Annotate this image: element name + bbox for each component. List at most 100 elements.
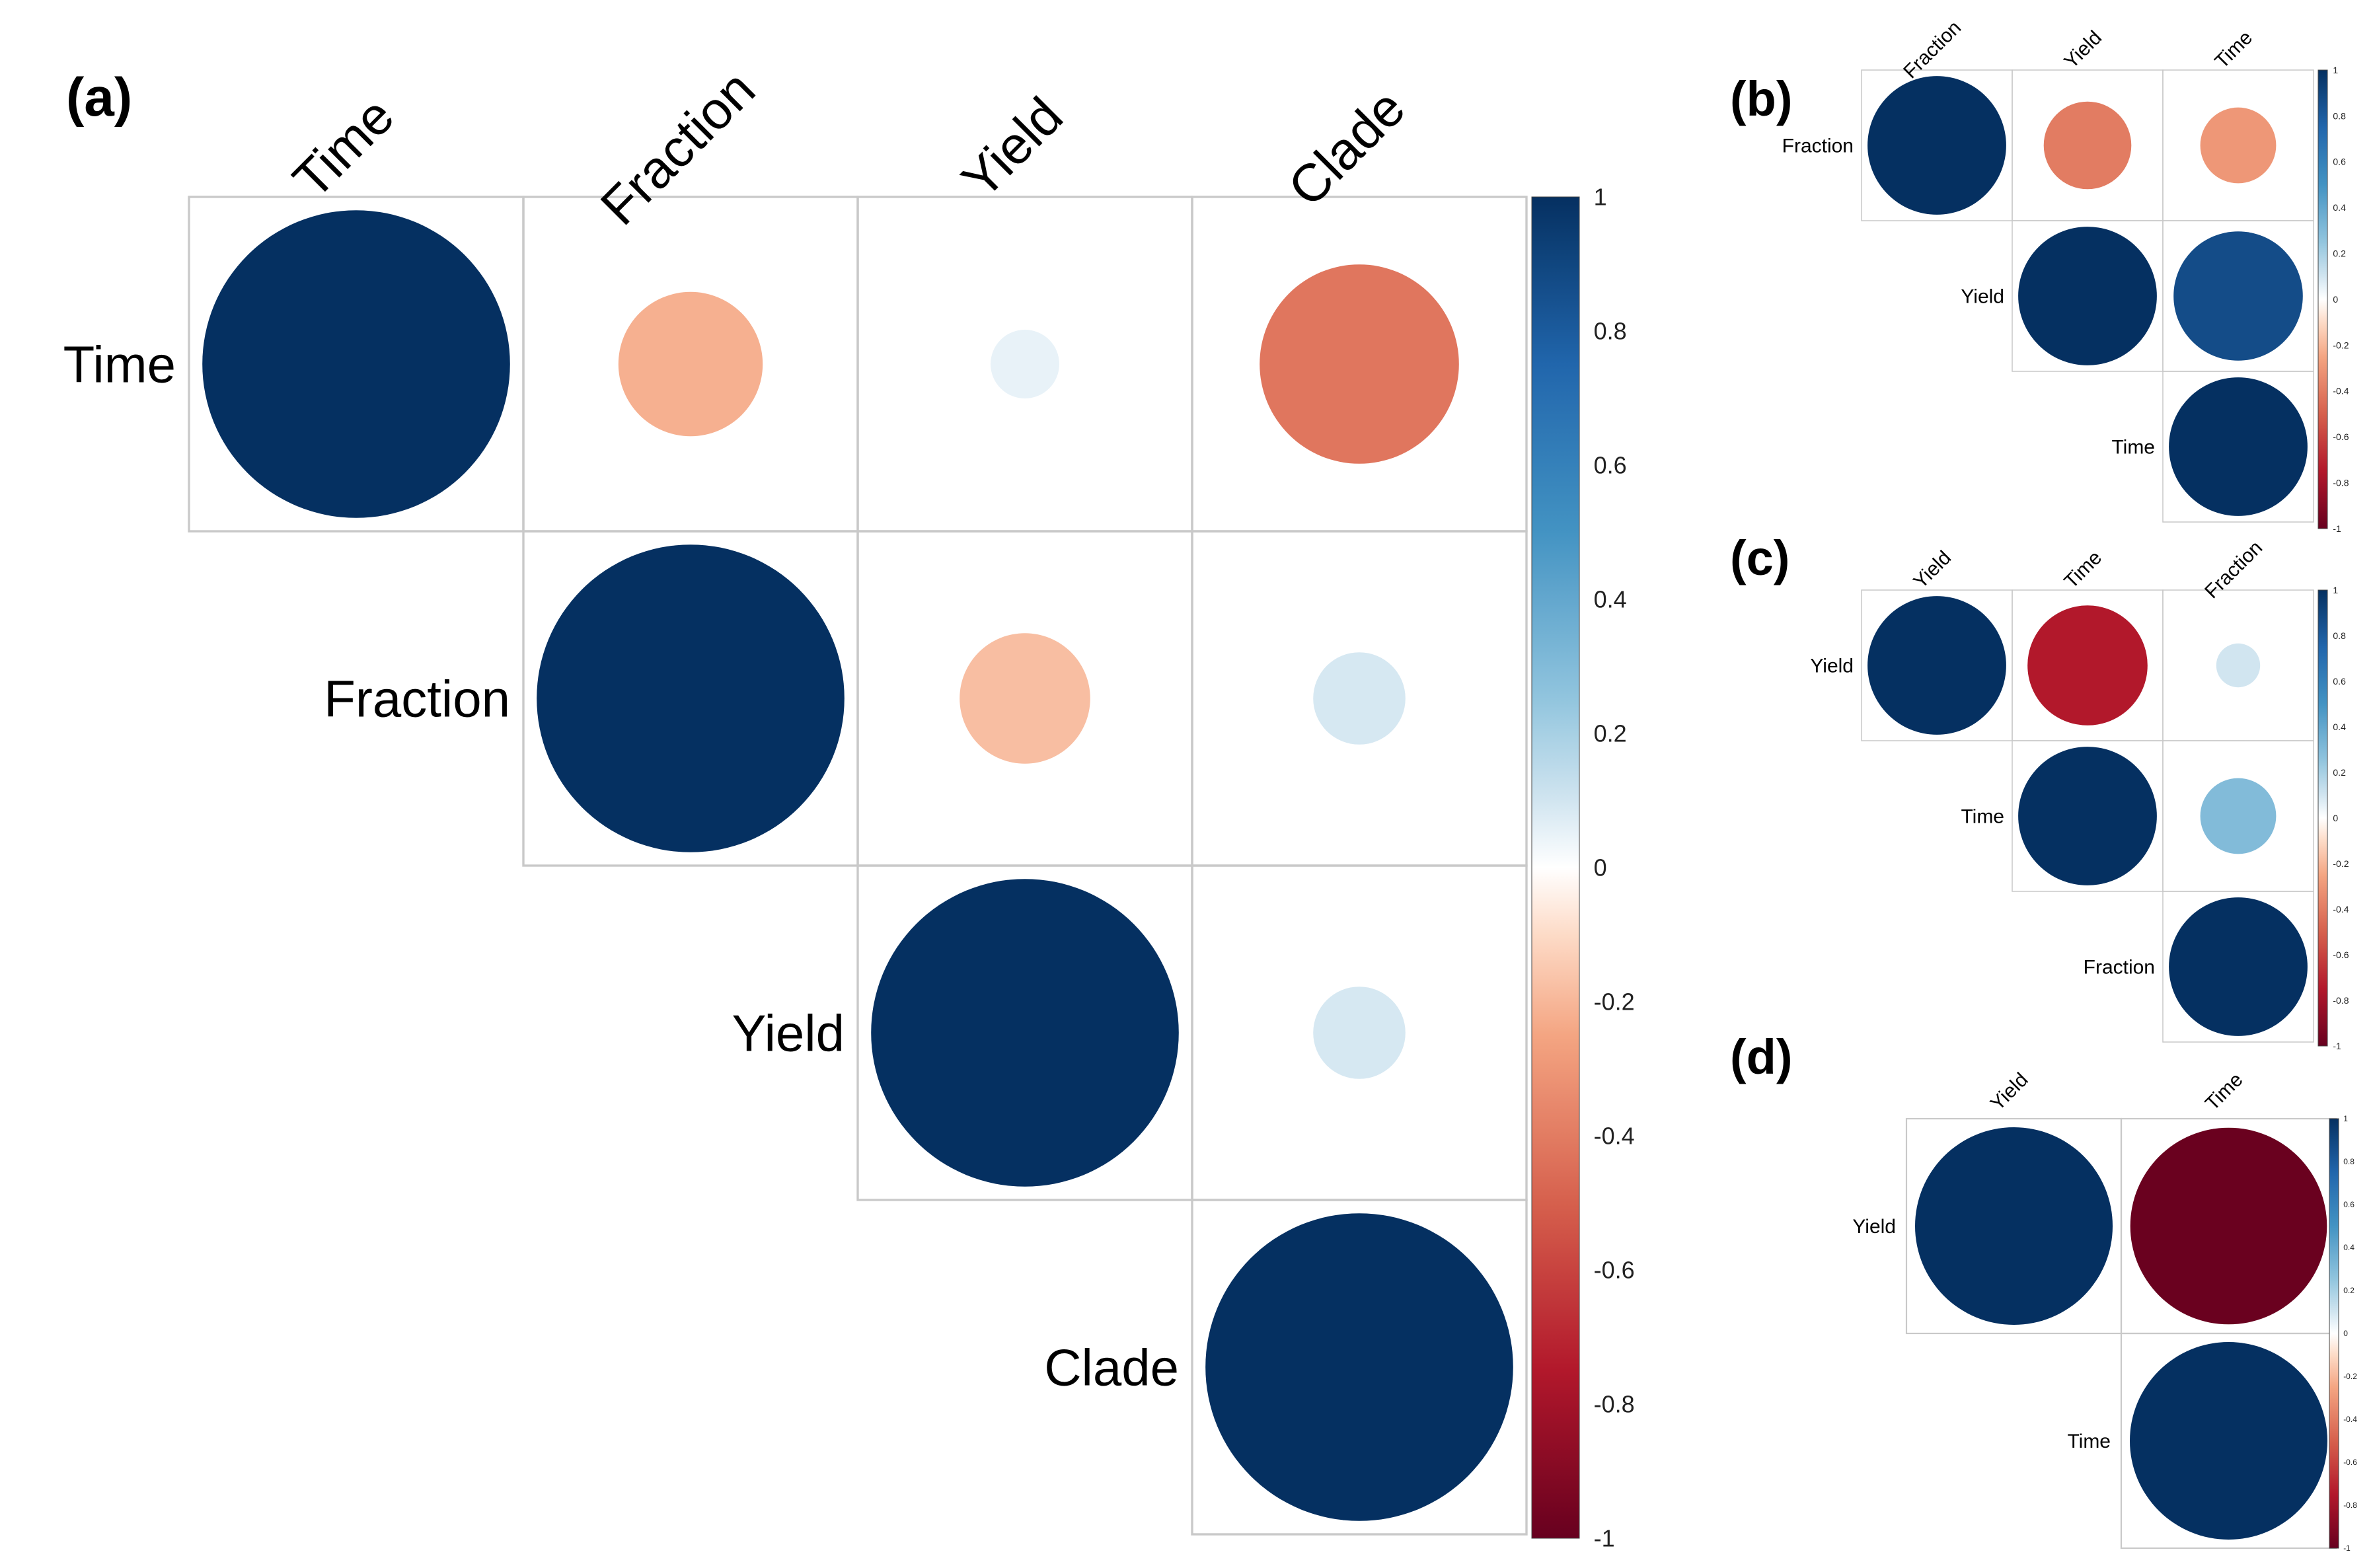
column-label: Fraction [589, 59, 766, 236]
colorbar-tick-label: -0.4 [2333, 386, 2349, 396]
row-label: Fraction [1782, 135, 1854, 157]
row-label: Time [2111, 437, 2155, 459]
row-label: Yield [732, 1004, 845, 1062]
colorbar-tick-label: 0.8 [1594, 318, 1627, 345]
correlation-circle [991, 330, 1059, 398]
correlation-circle [2018, 747, 2157, 885]
correlation-panel-2: (c) Yield Time Fraction Yield Time Fraction 1 0.… [1730, 531, 2349, 1051]
correlation-circle [2018, 227, 2157, 365]
colorbar-tick-label: -0.2 [2343, 1372, 2357, 1381]
panel-label: (b) [1730, 71, 1793, 126]
colorbar-tick-label: 0.6 [1594, 452, 1627, 479]
colorbar-tick-label: 1 [1594, 184, 1607, 211]
colorbar [1531, 196, 1580, 1539]
colorbar-tick-label: 0 [2333, 813, 2338, 823]
correlation-panel-3: (d) Yield Time Yield Time 1 0.8 0.6 0.4 0.2 0 -0.2 -… [1730, 1029, 2357, 1553]
colorbar-tick-label: -1 [1594, 1525, 1615, 1552]
correlation-circle [1205, 1213, 1513, 1521]
colorbar-tick-label: 0 [2343, 1329, 2348, 1338]
colorbar-tick-label: -1 [2333, 523, 2341, 534]
colorbar-tick-label: -0.2 [2333, 340, 2349, 350]
colorbar-tick-label: 0.8 [2343, 1157, 2354, 1166]
correlation-circle [1313, 987, 1406, 1079]
row-label: Clade [1044, 1338, 1179, 1396]
colorbar-tick-label: -0.8 [1594, 1391, 1635, 1418]
correlation-circle [2130, 1127, 2327, 1325]
column-label: Time [2210, 26, 2257, 73]
correlation-circle [1260, 264, 1459, 464]
colorbar [2329, 1118, 2339, 1549]
colorbar-tick-label: -0.8 [2333, 478, 2349, 488]
correlation-circle [2200, 778, 2277, 854]
colorbar-tick-label: 0.8 [2333, 630, 2346, 641]
column-label: Yield [1909, 546, 1955, 593]
colorbar-tick-label: 0.8 [2333, 110, 2346, 121]
colorbar-tick-label: -0.6 [1594, 1257, 1635, 1284]
colorbar-tick-label: -1 [2333, 1041, 2341, 1051]
colorbar-tick-label: 0.4 [1594, 586, 1627, 613]
column-label: Time [282, 86, 405, 209]
colorbar-tick-label: 1 [2333, 65, 2338, 75]
colorbar [2317, 69, 2328, 529]
column-label: Fraction [2201, 537, 2267, 603]
colorbar-tick-label: 0.6 [2343, 1200, 2354, 1209]
colorbar-tick-label: 0.4 [2333, 202, 2346, 213]
column-label: Time [2060, 546, 2106, 593]
panel-label: (a) [66, 67, 132, 128]
colorbar-tick-label: -0.6 [2333, 431, 2349, 442]
colorbar-tick-label: 1 [2343, 1114, 2348, 1123]
correlation-panel-0: (a) Time Fraction Yield Clade Time Fraction Yie… [63, 59, 1635, 1552]
correlation-circle [2043, 101, 2132, 190]
correlation-circle [2027, 605, 2148, 726]
colorbar-tick-label: 0.2 [2333, 248, 2346, 259]
correlation-circle [2130, 1342, 2327, 1540]
colorbar-tick-label: -0.4 [2343, 1415, 2357, 1424]
row-label: Time [63, 335, 176, 393]
row-label: Time [2067, 1431, 2111, 1452]
correlation-circle [1867, 76, 2006, 215]
row-label: Fraction [2084, 957, 2155, 979]
colorbar-tick-label: -0.8 [2333, 995, 2349, 1006]
matrix-cell [1191, 1199, 1528, 1536]
correlation-circle [1915, 1127, 2113, 1325]
column-label: Yield [950, 86, 1074, 209]
colorbar-tick-label: 0.2 [2333, 767, 2346, 778]
colorbar-tick-label: 0.6 [2333, 157, 2346, 167]
row-label: Yield [1961, 286, 2004, 308]
correlation-circle [2169, 377, 2308, 516]
correlation-circle [2169, 897, 2308, 1036]
matrix-cell [2162, 891, 2314, 1043]
correlation-circle [871, 879, 1179, 1187]
row-label: Time [1961, 806, 2004, 828]
correlation-panel-1: (b) Fraction Yield Time Fraction Yield Time 1 0.… [1730, 17, 2349, 534]
column-label: Fraction [1899, 17, 1965, 83]
colorbar-tick-label: -0.2 [2333, 858, 2349, 869]
panel-label: (d) [1730, 1029, 1793, 1084]
matrix-cell [2162, 371, 2314, 523]
row-label: Fraction [324, 669, 510, 728]
row-label: Yield [1810, 655, 1854, 677]
correlation-circle [618, 291, 763, 437]
colorbar-tick-label: -1 [2343, 1544, 2351, 1553]
column-label: Yield [1986, 1068, 2033, 1115]
colorbar-tick-label: 0.4 [2343, 1243, 2354, 1252]
correlation-circle [1867, 596, 2006, 735]
correlation-circle [2216, 643, 2261, 688]
correlation-circle [960, 633, 1090, 764]
colorbar-tick-label: 0 [2333, 294, 2338, 305]
colorbar-tick-label: -0.8 [2343, 1501, 2357, 1510]
colorbar-tick-label: -0.4 [2333, 904, 2349, 915]
colorbar-tick-label: -0.6 [2343, 1458, 2357, 1467]
column-label: Time [2201, 1068, 2247, 1115]
colorbar-tick-label: 0.2 [2343, 1286, 2354, 1295]
colorbar-tick-label: 0 [1594, 854, 1607, 881]
colorbar-tick-label: -0.4 [1594, 1123, 1635, 1150]
column-label: Yield [2060, 26, 2106, 73]
colorbar-tick-label: -0.2 [1594, 989, 1635, 1016]
colorbar-tick-label: 0.4 [2333, 722, 2346, 732]
panel-label: (c) [1730, 531, 1789, 585]
colorbar-tick-label: 0.2 [1594, 720, 1627, 747]
colorbar-tick-label: 0.6 [2333, 676, 2346, 687]
correlation-circle [537, 544, 845, 852]
